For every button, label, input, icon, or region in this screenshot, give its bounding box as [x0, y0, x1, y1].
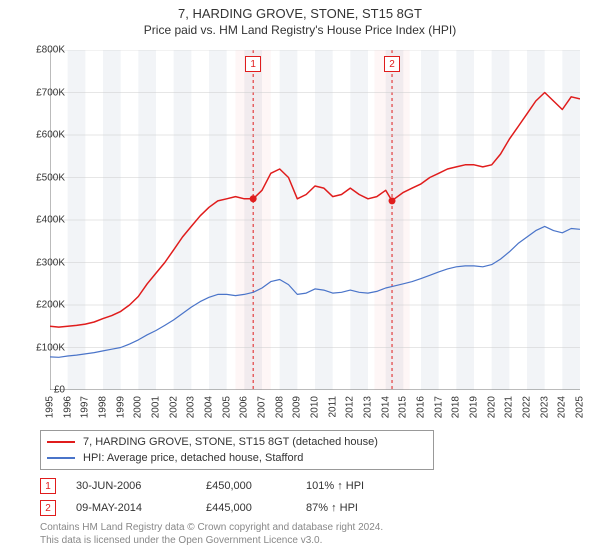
sale-row: 1 30-JUN-2006£450,000101% ↑ HPI	[40, 475, 416, 497]
sale-price: £445,000	[206, 502, 306, 514]
x-tick-label: 1998	[98, 396, 109, 418]
sale-date: 09-MAY-2014	[76, 502, 206, 514]
x-tick-label: 2007	[257, 396, 268, 418]
title-block: 7, HARDING GROVE, STONE, ST15 8GT Price …	[0, 0, 600, 37]
chart-title-line1: 7, HARDING GROVE, STONE, ST15 8GT	[0, 6, 600, 21]
legend-text: 7, HARDING GROVE, STONE, ST15 8GT (detac…	[83, 436, 378, 448]
x-tick-label: 2025	[575, 396, 586, 418]
x-tick-label: 2016	[416, 396, 427, 418]
y-tick-label: £0	[15, 385, 65, 396]
chart-area	[50, 50, 580, 390]
x-tick-label: 2023	[539, 396, 550, 418]
sale-marker-icon: 2	[40, 500, 56, 516]
sales-table: 1 30-JUN-2006£450,000101% ↑ HPI 2 09-MAY-20…	[40, 475, 416, 519]
y-tick-label: £100K	[15, 342, 65, 353]
y-tick-label: £800K	[15, 45, 65, 56]
x-tick-label: 2005	[221, 396, 232, 418]
x-tick-label: 2018	[451, 396, 462, 418]
x-tick-label: 2011	[327, 396, 338, 418]
x-tick-label: 2006	[239, 396, 250, 418]
x-tick-label: 2013	[363, 396, 374, 418]
y-tick-label: £300K	[15, 257, 65, 268]
chart-legend: 7, HARDING GROVE, STONE, ST15 8GT (detac…	[40, 430, 434, 470]
x-tick-label: 2022	[522, 396, 533, 418]
x-tick-label: 2004	[204, 396, 215, 418]
x-tick-label: 2008	[274, 396, 285, 418]
footer-line1: Contains HM Land Registry data © Crown c…	[40, 522, 383, 535]
sale-price: £450,000	[206, 480, 306, 492]
x-tick-label: 2003	[186, 396, 197, 418]
x-tick-label: 1995	[45, 396, 56, 418]
x-tick-label: 2001	[151, 396, 162, 418]
x-tick-label: 2020	[486, 396, 497, 418]
line-chart-svg	[50, 50, 580, 390]
sale-hpi: 101% ↑ HPI	[306, 480, 416, 492]
sale-marker-box: 2	[384, 56, 400, 72]
x-tick-label: 1997	[80, 396, 91, 418]
y-tick-label: £400K	[15, 215, 65, 226]
attribution-footer: Contains HM Land Registry data © Crown c…	[40, 522, 383, 547]
chart-title-line2: Price paid vs. HM Land Registry's House …	[0, 23, 600, 37]
x-tick-label: 2002	[168, 396, 179, 418]
footer-line2: This data is licensed under the Open Gov…	[40, 535, 383, 548]
x-tick-label: 1999	[115, 396, 126, 418]
x-tick-label: 2010	[310, 396, 321, 418]
page-container: 7, HARDING GROVE, STONE, ST15 8GT Price …	[0, 0, 600, 560]
x-tick-label: 2021	[504, 396, 515, 418]
legend-row: 7, HARDING GROVE, STONE, ST15 8GT (detac…	[47, 434, 427, 450]
sale-marker-icon: 1	[40, 478, 56, 494]
x-tick-label: 2014	[380, 396, 391, 418]
legend-swatch	[47, 441, 75, 443]
x-tick-label: 2012	[345, 396, 356, 418]
y-tick-label: £200K	[15, 300, 65, 311]
legend-swatch	[47, 457, 75, 459]
sale-row: 2 09-MAY-2014£445,00087% ↑ HPI	[40, 497, 416, 519]
legend-row: HPI: Average price, detached house, Staf…	[47, 450, 427, 466]
x-tick-label: 2009	[292, 396, 303, 418]
x-tick-label: 2015	[398, 396, 409, 418]
x-tick-label: 1996	[62, 396, 73, 418]
sale-date: 30-JUN-2006	[76, 480, 206, 492]
x-tick-label: 2000	[133, 396, 144, 418]
y-tick-label: £600K	[15, 130, 65, 141]
y-tick-label: £500K	[15, 172, 65, 183]
x-tick-label: 2017	[433, 396, 444, 418]
legend-text: HPI: Average price, detached house, Staf…	[83, 452, 303, 464]
x-tick-label: 2024	[557, 396, 568, 418]
y-tick-label: £700K	[15, 87, 65, 98]
sale-hpi: 87% ↑ HPI	[306, 502, 416, 514]
x-tick-label: 2019	[469, 396, 480, 418]
sale-marker-box: 1	[245, 56, 261, 72]
